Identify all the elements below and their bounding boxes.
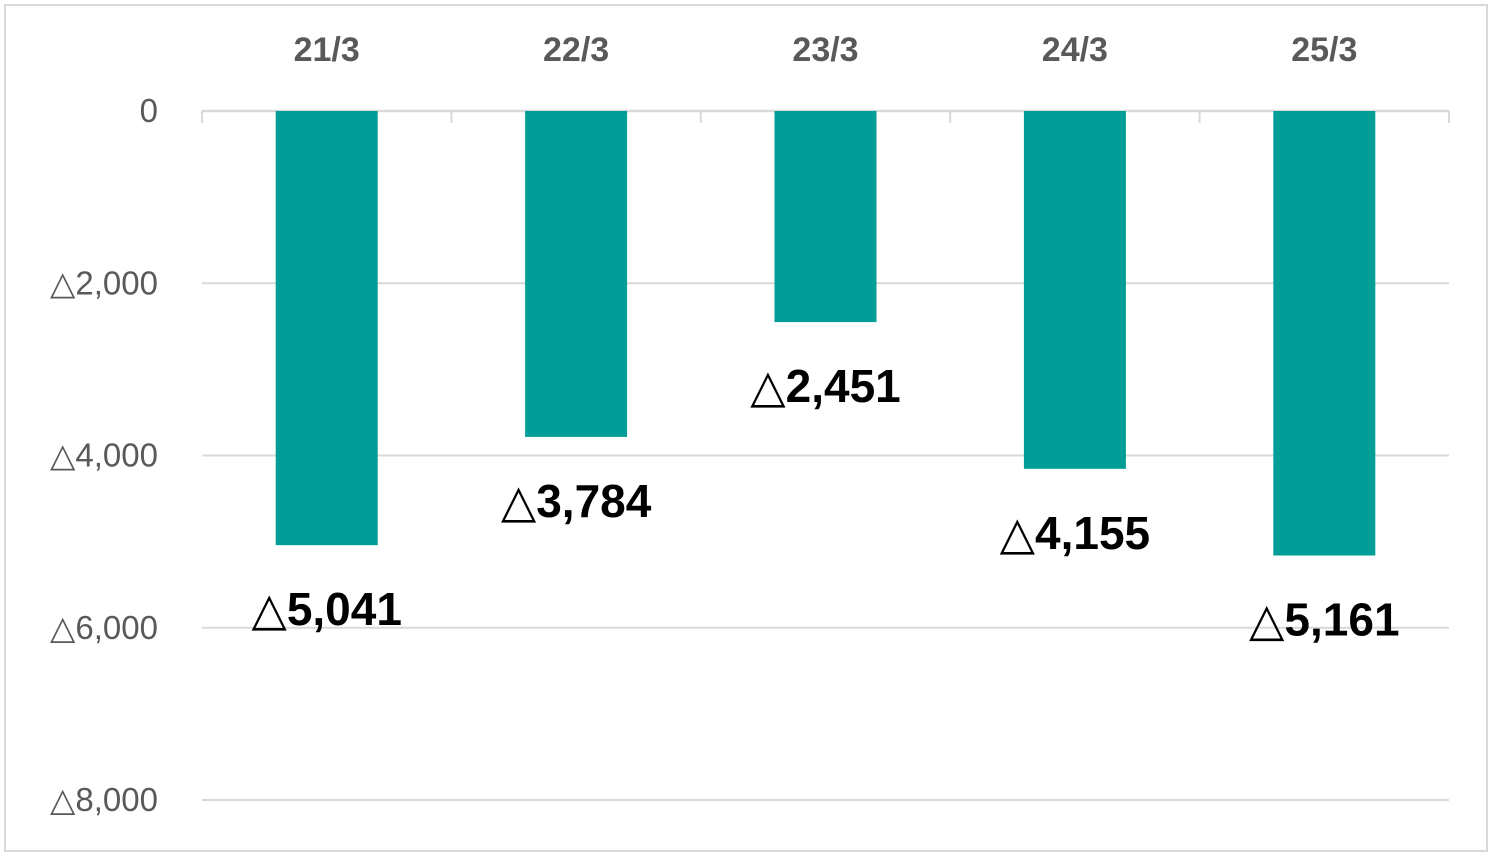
y-tick-label: 0 <box>140 92 158 129</box>
bar <box>774 111 877 323</box>
bar <box>1273 111 1376 556</box>
y-axis-tick-labels: 0 △2,000 △4,000 △6,000 △8,000 <box>50 92 158 818</box>
data-label: △5,041 <box>251 583 402 635</box>
category-label: 23/3 <box>792 31 858 69</box>
y-tick-label: △8,000 <box>50 781 158 818</box>
bar <box>525 111 628 437</box>
data-label: △4,155 <box>1000 507 1151 559</box>
data-label: △2,451 <box>750 360 901 412</box>
category-labels: 21/3 22/3 23/3 24/3 25/3 <box>294 31 1358 69</box>
category-label: 21/3 <box>294 31 360 69</box>
y-tick-label: △6,000 <box>50 609 158 646</box>
chart-frame <box>4 4 1488 852</box>
y-tick-label: △4,000 <box>50 437 158 474</box>
category-label: 24/3 <box>1042 31 1108 69</box>
data-labels: △5,041 △3,784 △2,451 △4,155 △5,161 <box>251 360 1399 645</box>
category-label: 22/3 <box>543 31 609 69</box>
y-tick-label: △2,000 <box>50 264 158 301</box>
data-label: △5,161 <box>1249 593 1400 645</box>
data-label: △3,784 <box>501 475 652 527</box>
bar <box>1023 111 1126 469</box>
bars <box>275 111 1376 556</box>
category-label: 25/3 <box>1291 31 1357 69</box>
bar <box>275 111 378 546</box>
